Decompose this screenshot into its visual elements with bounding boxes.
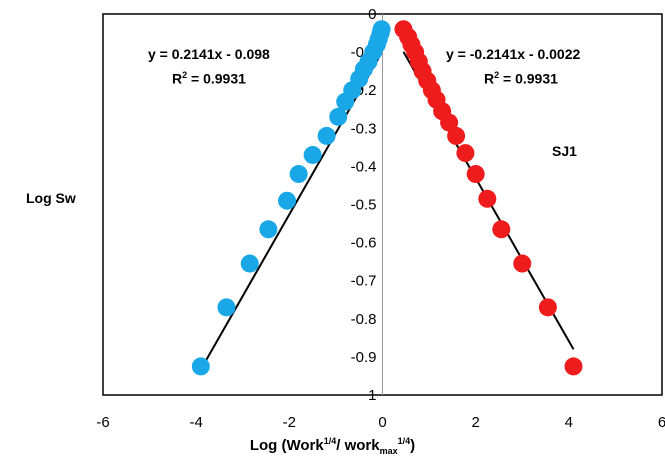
left-r2-pre: R [172,70,183,87]
trendlines-layer [199,51,575,370]
left-r2-post: = 0.9931 [187,70,246,87]
x-tick-label: 6 [658,414,665,431]
data-point-series-2 [513,254,532,273]
x-tick-label: 0 [378,414,386,431]
right-r2-exp: 2 [494,70,500,80]
data-point-series-1 [191,357,210,376]
data-point-series-1 [329,107,348,126]
data-point-series-1 [303,145,322,164]
right-r2-post: = 0.9931 [499,70,558,87]
y-tick-label: 0 [368,6,376,23]
data-point-series-1 [217,298,236,317]
y-tick-label: -0.7 [351,273,377,290]
right-r2-pre: R [484,70,495,87]
y-tick-label: -0.6 [351,235,377,252]
data-point-series-2 [466,165,485,184]
x-axis-label: Log (Work1/4/ workmax1/4) [0,436,665,456]
sample-label: SJ1 [552,143,577,159]
x-axis-label-pre: Log (Work [249,437,324,454]
y-tick-label: -0.9 [351,349,377,366]
x-tick-label: 4 [565,414,573,431]
y-tick-label: -0.3 [351,120,377,137]
x-axis-label-exp1: 1/4 [323,436,337,446]
data-point-series-1 [240,254,259,273]
data-point-series-1 [289,165,308,184]
x-axis-label-sub: max [379,446,398,456]
x-tick-label: 2 [471,414,479,431]
data-point-series-1 [336,92,355,111]
left-trend-r2: R2 = 0.9931 [172,70,246,87]
right-trend-r2: R2 = 0.9931 [484,70,558,87]
data-point-series-2 [564,357,583,376]
y-axis-label: Log Sw [26,190,76,206]
x-tick-label: -2 [283,414,296,431]
points-layer [191,20,583,376]
data-point-series-2 [492,220,511,239]
left-trend-equation: y = 0.2141x - 0.098 [148,46,270,62]
x-axis-label-exp2: 1/4 [397,436,411,446]
data-point-series-2 [538,298,557,317]
data-point-series-1 [317,126,336,145]
y-tick-label: -0.5 [351,197,377,214]
x-axis-label-mid: / work [336,437,380,454]
data-point-series-2 [447,126,466,145]
data-point-series-2 [478,189,497,208]
x-tick-label: -4 [189,414,202,431]
y-tick-label: -0.4 [351,158,377,175]
data-point-series-2 [456,144,475,163]
y-tick-label: 1 [368,387,376,404]
left-r2-exp: 2 [182,70,188,80]
x-tick-label: -6 [96,414,109,431]
data-point-series-2 [440,113,459,132]
y-tick-label: -0.8 [351,311,377,328]
x-axis-label-post: ) [410,437,416,454]
data-point-series-1 [278,191,297,210]
data-point-series-1 [259,220,278,239]
right-trend-equation: y = -0.2141x - 0.0022 [446,46,581,62]
